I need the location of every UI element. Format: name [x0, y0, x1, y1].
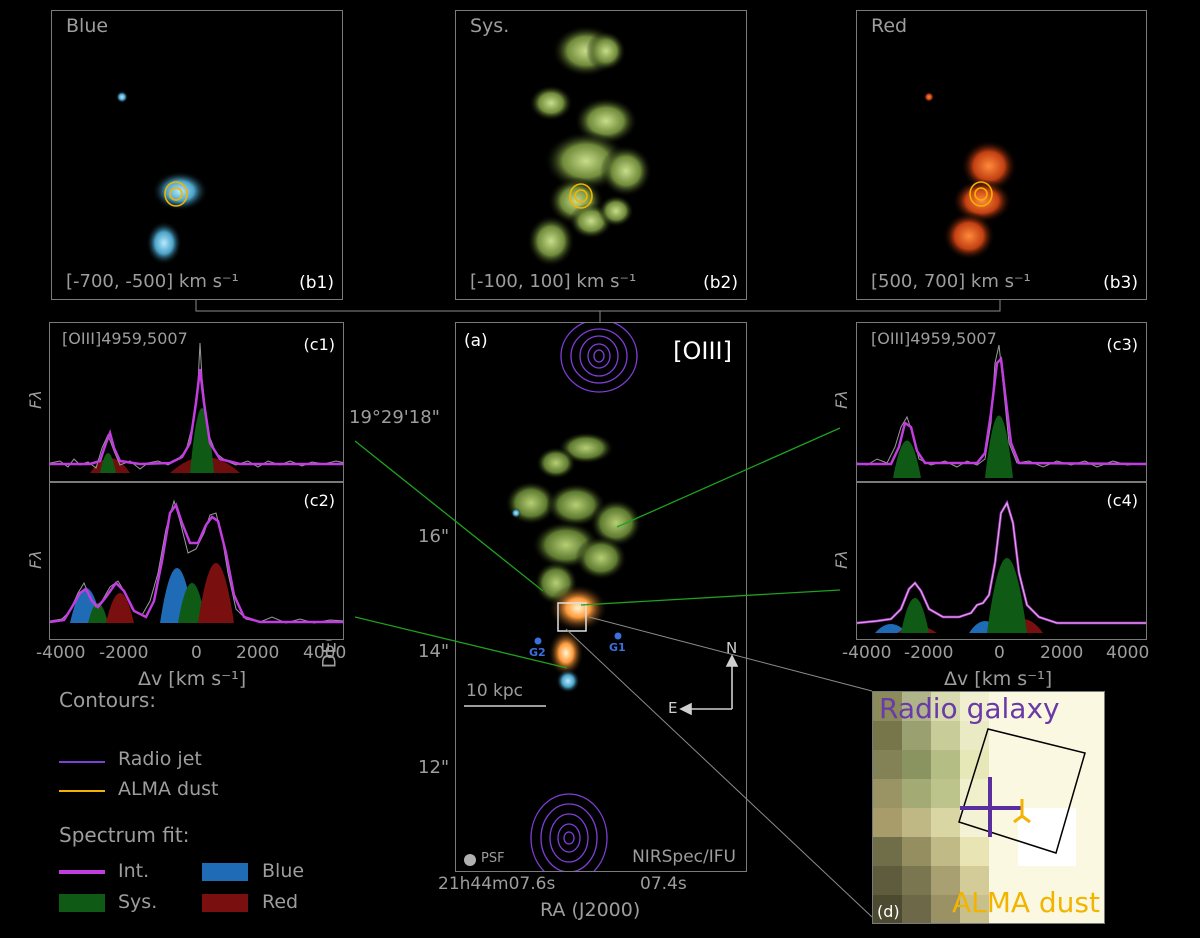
- panel-d-inset: Radio galaxy ALMA dust (d): [872, 691, 1105, 924]
- x-tick: -2000: [904, 643, 954, 663]
- dec-tick: 16": [418, 526, 450, 547]
- sys-label: Sys.: [118, 891, 158, 913]
- g2-label: G2: [529, 646, 546, 659]
- x-tick: 2000: [236, 643, 280, 663]
- c1-ylabel: Fλ: [25, 390, 45, 409]
- panel-c3-spectrum: [OIII]4959,5007 (c3): [856, 322, 1147, 482]
- ra-tick: 21h44m07.6s: [438, 874, 556, 894]
- panel-tag: (b2): [703, 273, 738, 293]
- scalebar-label: 10 kpc: [466, 681, 524, 701]
- sys-swatch: [59, 894, 105, 912]
- fit-title: Spectrum fit:: [59, 823, 190, 847]
- panel-b1-blue-channel: Blue [-700, -500] km s⁻¹ (b1): [51, 10, 343, 300]
- g1-label: G1: [609, 641, 626, 654]
- alma-dust-legend-label: ALMA dust: [118, 778, 219, 800]
- dec-tick: 12": [418, 757, 450, 778]
- blue-label: Blue: [262, 860, 305, 882]
- instrument-label: NIRSpec/IFU: [632, 847, 736, 867]
- int-swatch: [59, 870, 105, 874]
- dec-tick: 14": [418, 641, 450, 662]
- x-tick: -2000: [99, 643, 149, 663]
- panel-title: Blue: [66, 15, 109, 37]
- panel-title: [OIII]4959,5007: [62, 329, 188, 348]
- c3-ylabel: Fλ: [831, 390, 851, 409]
- radio-jet-swatch: [59, 761, 105, 763]
- red-swatch: [202, 894, 248, 912]
- panel-a-oiii-map: (a) [OIII] G2 G1 10 kpc N E PSF NIRSpec/…: [455, 322, 747, 872]
- panel-c1-spectrum: [OIII]4959,5007 (c1): [49, 322, 344, 482]
- psf-label: PSF: [481, 851, 505, 866]
- panel-tag: (b3): [1103, 273, 1138, 293]
- line-label: [OIII]: [673, 337, 732, 365]
- c2-ylabel: Fλ: [25, 550, 45, 569]
- north-label: N: [726, 639, 738, 657]
- ra-tick: 07.4s: [640, 874, 687, 894]
- radio-galaxy-label: Radio galaxy: [879, 692, 1060, 725]
- x-tick: 0: [994, 643, 1005, 663]
- velocity-range: [-100, 100] km s⁻¹: [470, 271, 637, 292]
- velocity-range: [-700, -500] km s⁻¹: [66, 271, 239, 292]
- panel-title: Red: [871, 15, 908, 37]
- x-tick: 4000: [1106, 643, 1150, 663]
- red-label: Red: [262, 891, 299, 913]
- panel-tag: (c2): [303, 491, 335, 510]
- x-tick: -4000: [36, 643, 86, 663]
- panel-c2-spectrum: (c2): [49, 482, 344, 640]
- panel-b2-systemic-channel: Sys. [-100, 100] km s⁻¹ (b2): [455, 10, 747, 300]
- alma-dust-label: ALMA dust: [951, 886, 1100, 919]
- panel-tag: (d): [877, 902, 900, 921]
- panel-tag: (c3): [1106, 335, 1138, 354]
- panel-c4-spectrum: (c4): [856, 482, 1147, 640]
- blue-swatch: [202, 863, 248, 881]
- panel-title: Sys.: [470, 15, 510, 37]
- panel-b3-red-channel: Red [500, 700] km s⁻¹ (b3): [856, 10, 1147, 300]
- int-label: Int.: [118, 860, 150, 882]
- x-axis-label: Δv [km s⁻¹]: [138, 668, 247, 690]
- velocity-range: [500, 700] km s⁻¹: [871, 271, 1031, 292]
- dec-tick: 19°29'18": [349, 407, 440, 428]
- x-axis-label: Δv [km s⁻¹]: [944, 668, 1053, 690]
- contours-title: Contours:: [59, 688, 157, 712]
- alma-dust-swatch: [59, 790, 105, 792]
- x-tick: -4000: [842, 643, 892, 663]
- x-tick: 4000: [303, 643, 347, 663]
- c4-ylabel: Fλ: [831, 550, 851, 569]
- panel-tag: (b1): [299, 273, 334, 293]
- east-label: E: [668, 699, 678, 717]
- x-tick: 2000: [1040, 643, 1084, 663]
- ra-axis-label: RA (J2000): [540, 899, 641, 921]
- x-tick: 0: [191, 643, 202, 663]
- panel-tag: (c1): [303, 335, 335, 354]
- panel-title: [OIII]4959,5007: [871, 329, 997, 348]
- radio-jet-label: Radio jet: [118, 748, 202, 770]
- panel-tag: (a): [464, 331, 488, 351]
- panel-tag: (c4): [1106, 491, 1138, 510]
